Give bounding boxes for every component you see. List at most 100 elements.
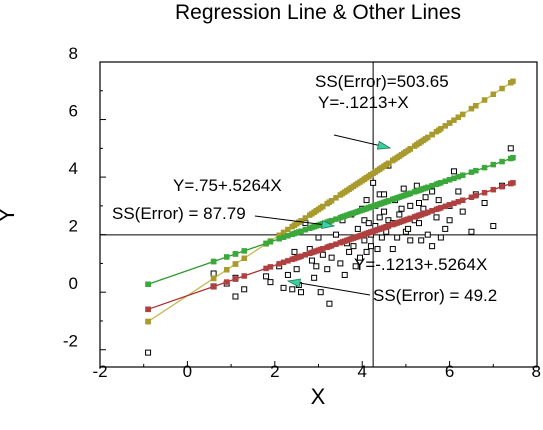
data-point (332, 231, 339, 238)
series-marker (385, 160, 392, 167)
x-tick-label: 4 (357, 362, 366, 381)
series-marker (499, 85, 505, 92)
data-point (418, 237, 425, 244)
series-marker (510, 180, 516, 186)
series-marker (481, 97, 488, 103)
annotation-sserror-87: SS(Error) = 87.79 (112, 204, 246, 223)
series-marker (232, 261, 239, 267)
data-point (442, 225, 449, 232)
data-point (326, 300, 333, 307)
arrow-to-olive-line (333, 134, 392, 150)
data-point (405, 225, 412, 232)
y-tick-label: 6 (69, 102, 78, 121)
x-tick-label: 2 (270, 362, 279, 381)
data-point (280, 284, 287, 291)
data-point (267, 279, 274, 286)
data-point (315, 234, 322, 241)
y-tick-label: 4 (69, 159, 78, 178)
series-marker (468, 105, 475, 112)
series-marker (210, 275, 217, 282)
data-point (289, 286, 296, 293)
data-point (459, 208, 466, 215)
series-marker (267, 239, 274, 245)
annotation-arrows (254, 134, 392, 296)
y-tick-label: 0 (69, 274, 78, 293)
data-point (346, 248, 353, 255)
data-point (481, 199, 488, 206)
series-marker (223, 254, 230, 260)
data-point (398, 205, 405, 212)
series-marker (429, 131, 435, 138)
series-marker (302, 215, 309, 221)
data-point (291, 248, 298, 255)
series-marker (459, 197, 466, 204)
series-line-green (145, 155, 516, 287)
data-point (241, 286, 248, 293)
data-point (317, 289, 324, 296)
series-marker (145, 281, 151, 287)
series-marker (442, 123, 448, 129)
series-marker (473, 167, 479, 174)
data-point (363, 197, 370, 204)
data-point (311, 274, 318, 281)
annotation-sserror-503: SS(Error)=503.65 (315, 72, 449, 91)
series-marker (481, 189, 488, 196)
series-marker (446, 120, 453, 126)
data-point (407, 237, 414, 244)
y-tick-labels: -2 0 2 4 6 8 (63, 44, 78, 351)
data-point (400, 185, 407, 192)
x-axis-title: X (311, 384, 326, 409)
series-marker (455, 114, 462, 121)
series-marker (298, 218, 304, 224)
data-point (416, 199, 423, 206)
series-marker (510, 78, 516, 85)
series-marker (481, 164, 488, 171)
data-point (350, 243, 357, 250)
data-point (429, 243, 436, 250)
series-marker (210, 258, 217, 265)
data-point (396, 211, 403, 218)
data-point (210, 270, 217, 277)
data-point (394, 234, 401, 241)
series-marker (241, 255, 247, 262)
y-tick-label: -2 (63, 332, 78, 351)
x-tick-labels: -2 0 2 4 6 8 (92, 362, 541, 381)
data-point (337, 260, 344, 267)
series-marker (210, 283, 217, 290)
data-point (378, 234, 385, 241)
series-marker (232, 276, 239, 282)
data-point (407, 202, 414, 209)
series-marker (510, 155, 516, 161)
data-point (363, 248, 370, 255)
series-marker (473, 192, 479, 199)
series-lines (145, 78, 516, 325)
data-point (490, 223, 497, 230)
data-point (263, 273, 270, 280)
data-point (324, 266, 331, 273)
data-point (370, 179, 377, 186)
series-marker (145, 306, 151, 313)
series-marker (267, 264, 274, 270)
data-point (354, 225, 361, 232)
y-tick-label: 2 (69, 217, 78, 236)
annotation-sserror-49: SS(Error) = 49.2 (373, 286, 497, 305)
data-point (435, 197, 442, 204)
data-point (313, 263, 320, 270)
data-point (328, 254, 335, 261)
y-axis-title: Y (0, 207, 19, 222)
data-point (455, 188, 462, 195)
data-point (381, 191, 388, 198)
data-point (145, 349, 152, 356)
series-marker (407, 146, 414, 152)
series-marker (499, 183, 505, 190)
data-point (507, 145, 514, 152)
data-point (298, 289, 305, 296)
data-point (319, 251, 326, 258)
x-tick-label: -2 (92, 362, 107, 381)
data-point (352, 263, 359, 270)
x-tick-label: 8 (532, 362, 541, 381)
y-tick-label: 8 (69, 44, 78, 63)
x-tick-label: 6 (445, 362, 454, 381)
series-marker (490, 161, 497, 168)
